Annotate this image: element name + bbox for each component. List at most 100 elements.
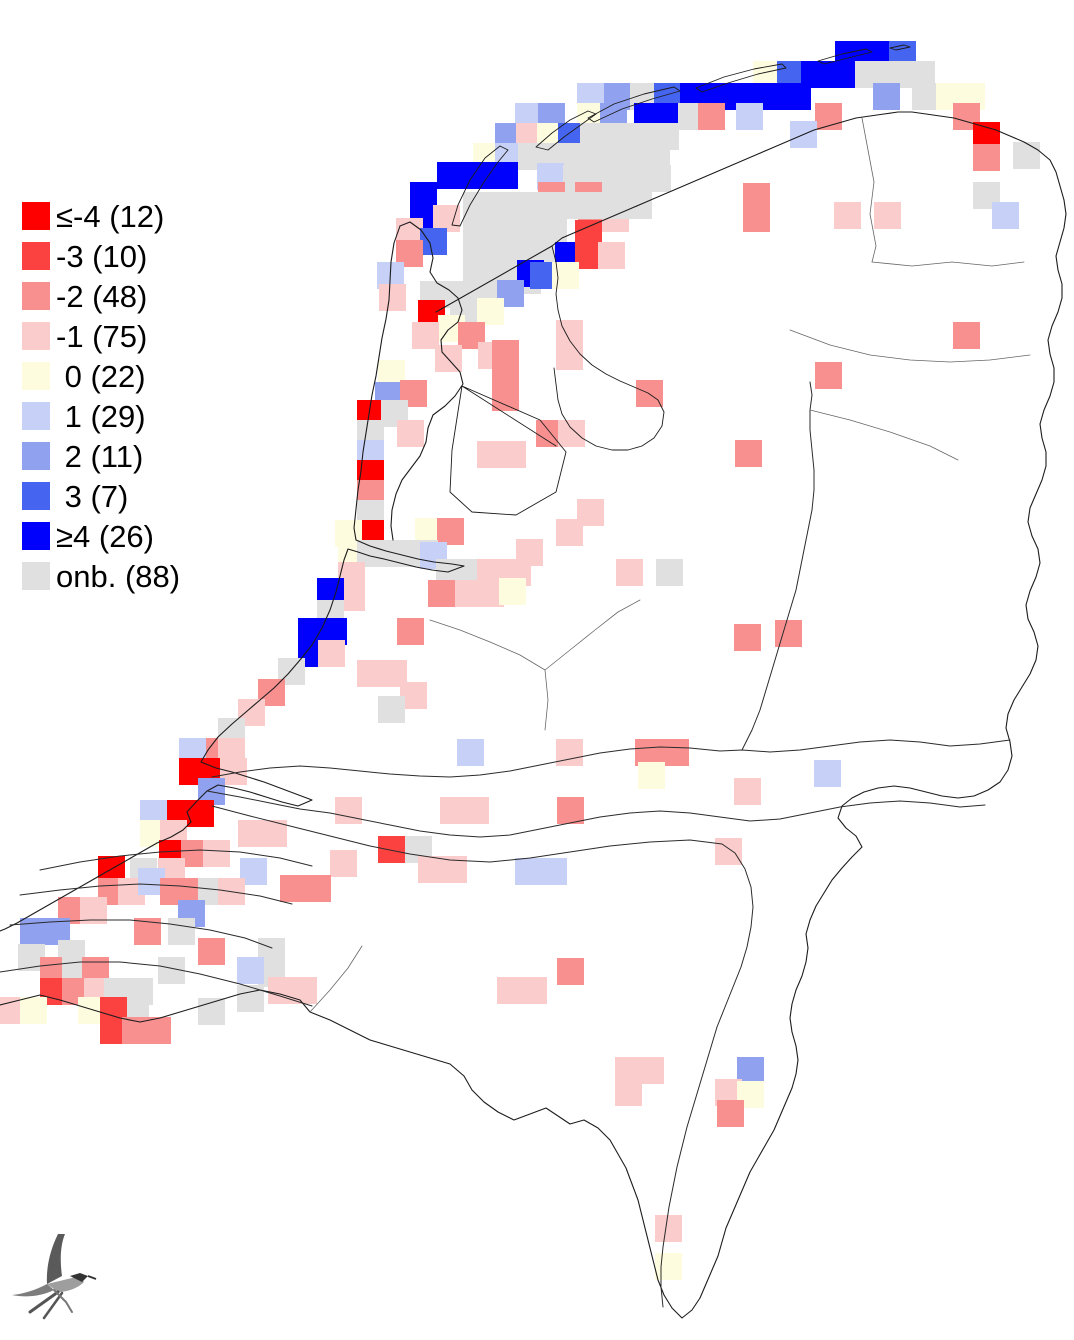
- schiermonnikoog-outline: [817, 48, 873, 65]
- grid-cell: [734, 778, 761, 805]
- grid-cell: [517, 192, 544, 219]
- grid-cell: [516, 539, 543, 566]
- coastline-west: [0, 225, 465, 932]
- legend-swatch-b2: [22, 442, 50, 470]
- grid-cell: [617, 165, 644, 192]
- swallow-icon: [12, 1234, 97, 1320]
- grid-cell: [497, 977, 524, 1004]
- grid-cell: [540, 858, 567, 885]
- flevoland-outline: [449, 385, 567, 516]
- legend-item: 0 (22): [22, 356, 180, 396]
- national-border: [0, 111, 1067, 1319]
- grid-cell: [540, 219, 567, 246]
- legend-label: -3 (10): [56, 238, 148, 274]
- grid-cell: [457, 739, 484, 766]
- legend-label: 0 (22): [56, 358, 146, 394]
- grid-cell: [433, 205, 460, 232]
- grid-cell: [397, 618, 424, 645]
- legend-item: -2 (48): [22, 276, 180, 316]
- grid-cell: [397, 420, 424, 447]
- grid-cell: [515, 858, 542, 885]
- grid-cell: [330, 850, 357, 877]
- grid-cell: [492, 384, 519, 411]
- grid-cell: [437, 518, 464, 545]
- legend-swatch-y0: [22, 362, 50, 390]
- grid-cell: [743, 205, 770, 232]
- legend-item: -3 (10): [22, 236, 180, 276]
- grid-cell: [638, 762, 665, 789]
- footer: Sovon Trauerente - Melanitta nigra Winte…: [0, 1232, 1074, 1340]
- texel-outline: [451, 145, 509, 227]
- grid-cell: [203, 840, 230, 867]
- border-groningen-drenthe: [871, 261, 1025, 267]
- westerschelde-line: [0, 961, 313, 1007]
- legend-swatch-r2: [22, 282, 50, 310]
- legend-swatch-b3: [22, 482, 50, 510]
- legend-swatch-b4: [22, 522, 50, 550]
- grid-cell: [655, 1253, 682, 1280]
- border-zeeland-brabant: [309, 945, 363, 1013]
- grid-cell: [412, 322, 439, 349]
- grid-cell: [953, 322, 980, 349]
- grid-cell: [775, 620, 802, 647]
- grid-cell: [814, 760, 841, 787]
- noordoostpolder-outline: [551, 245, 665, 451]
- grid-cell: [736, 103, 763, 130]
- grid-cell: [499, 578, 526, 605]
- grid-cell: [873, 83, 900, 110]
- province-borders: [309, 117, 1031, 1013]
- grid-cell: [717, 1100, 744, 1127]
- legend-swatch-g: [22, 562, 50, 590]
- grid-cell: [410, 182, 437, 209]
- ameland-outline: [695, 63, 787, 93]
- grevelingen-line: [19, 883, 293, 905]
- grid-cell: [1013, 142, 1040, 169]
- legend-item: 2 (11): [22, 436, 180, 476]
- legend-item: onb. (88): [22, 556, 180, 596]
- grid-cell: [490, 192, 517, 219]
- grid-cell: [290, 977, 317, 1004]
- legend-swatch-r3: [22, 242, 50, 270]
- legend-label: onb. (88): [56, 558, 181, 594]
- terschelling-outline: [587, 86, 681, 123]
- grid-cell: [552, 262, 579, 289]
- grid-cell: [462, 797, 489, 824]
- grid-cell: [198, 938, 225, 965]
- grid-cell: [556, 320, 583, 347]
- afsluitdijk-line: [435, 245, 553, 313]
- border-drenthe-overijssel: [789, 329, 1031, 363]
- grid-cell: [280, 875, 307, 902]
- river-maas: [211, 805, 754, 1308]
- grid-cell: [168, 918, 195, 945]
- grid-cell: [464, 162, 491, 189]
- grid-cell: [420, 228, 447, 255]
- island-outlines: [451, 44, 911, 227]
- grid-cell: [662, 739, 689, 766]
- legend-label: 1 (29): [56, 398, 146, 434]
- grid-cell: [784, 83, 811, 110]
- grid-cell: [520, 977, 547, 1004]
- grid-cell: [992, 202, 1019, 229]
- border-overijssel-gelderland: [809, 409, 959, 461]
- grid-cell: [616, 559, 643, 586]
- grid-cell: [556, 343, 583, 370]
- grid-cell: [517, 219, 544, 246]
- grid-cell: [463, 192, 490, 219]
- grid-cell: [655, 1215, 682, 1242]
- border-utrecht-gelderland: [544, 599, 641, 671]
- grid-cell: [973, 144, 1000, 171]
- grid-cell: [379, 284, 406, 311]
- grid-cell: [598, 192, 625, 219]
- haringvliet-line: [39, 849, 313, 871]
- grid-cell: [828, 61, 855, 88]
- grid-cell: [544, 192, 571, 219]
- legend-label: -1 (75): [56, 318, 148, 354]
- grid-cell: [428, 580, 455, 607]
- legend-label: ≥4 (26): [56, 518, 154, 554]
- grid-cell: [575, 242, 602, 269]
- grid-cell: [490, 219, 517, 246]
- grid-cell: [237, 957, 264, 984]
- grid-cell: [558, 420, 585, 447]
- legend: ≤-4 (12) -3 (10) -2 (48) -1 (75) 0 (22) 1 (…: [22, 196, 180, 596]
